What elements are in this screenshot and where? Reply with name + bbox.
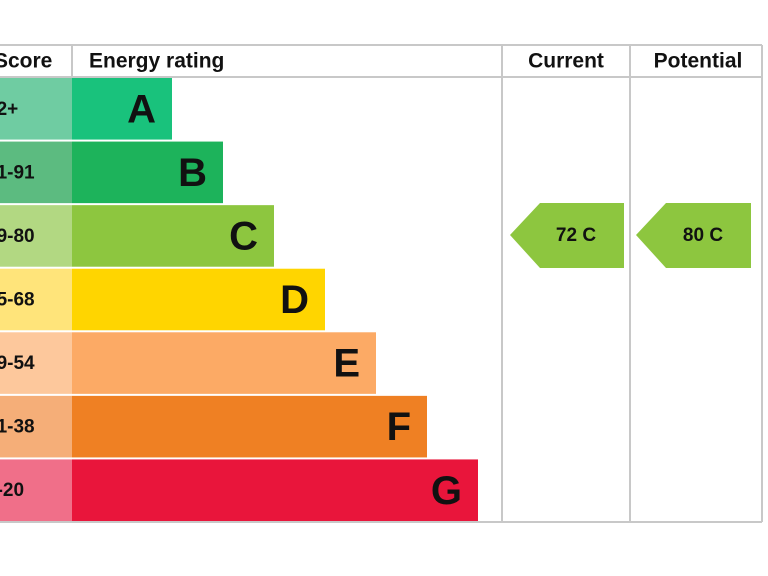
score-label: 81-91	[0, 162, 35, 183]
band-letter: E	[333, 342, 360, 386]
band-letter: F	[387, 405, 411, 449]
potential-header: Potential	[654, 50, 743, 73]
potential-rating: 80 C	[683, 225, 723, 246]
rating-bar	[72, 78, 172, 140]
rating-bar	[72, 205, 274, 267]
score-label: 92+	[0, 99, 18, 120]
rating-header: Energy rating	[89, 50, 224, 73]
rating-bar	[72, 395, 427, 458]
band-letter: C	[229, 214, 258, 258]
rating-bar	[72, 268, 325, 331]
score-cell	[0, 268, 72, 331]
score-label: 69-80	[0, 226, 35, 247]
current-arrow	[510, 203, 624, 268]
score-cell	[0, 205, 72, 267]
score-header: Score	[0, 50, 52, 73]
band-letter: D	[280, 278, 309, 322]
score-cell	[0, 141, 72, 204]
score-cell	[0, 395, 72, 458]
band-letter: B	[178, 151, 207, 195]
score-cell	[0, 332, 72, 394]
rating-bar	[72, 141, 223, 204]
score-cell	[0, 78, 72, 140]
score-label: 1-20	[0, 480, 24, 501]
current-rating: 72 C	[556, 225, 596, 246]
band-letter: A	[127, 87, 156, 131]
rating-rows: 92+ A 81-91 B 69-80 C 55-68 D 39-54 E 21-38 F 1-20 G	[0, 78, 478, 521]
score-cell	[0, 459, 72, 521]
rating-bar	[72, 459, 478, 521]
score-label: 55-68	[0, 290, 35, 311]
potential-arrow	[636, 203, 751, 268]
band-letter: G	[431, 469, 462, 513]
current-header: Current	[528, 50, 604, 73]
score-label: 39-54	[0, 353, 35, 374]
score-label: 21-38	[0, 417, 35, 438]
rating-bar	[72, 332, 376, 394]
